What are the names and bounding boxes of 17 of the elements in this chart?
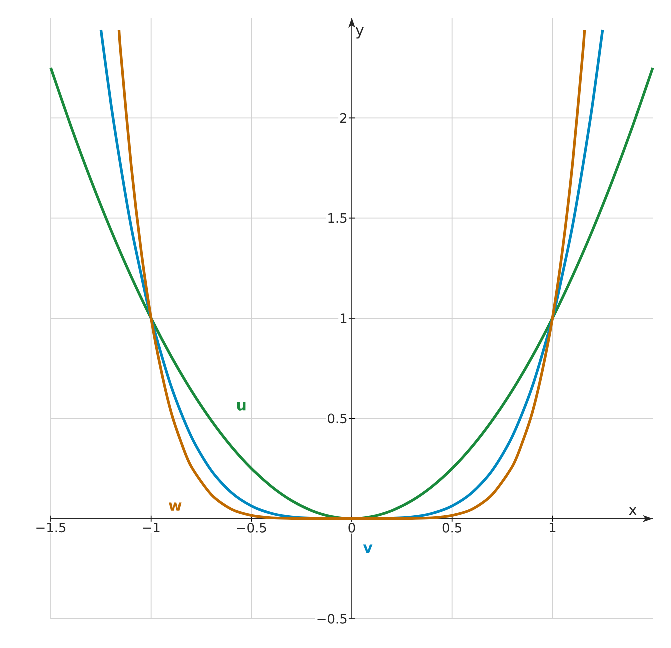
y-tick-label: 1.5: [328, 214, 347, 224]
y-tick-label: 2: [340, 113, 347, 123]
y-axis-title: y: [356, 28, 364, 39]
x-tick-label: 0: [348, 523, 356, 533]
series-label: v: [363, 544, 373, 553]
series-label: w: [169, 502, 182, 511]
x-tick-label: 0.5: [442, 523, 462, 533]
y-tick-label: 1: [341, 314, 347, 324]
x-tick-label: −0.5: [237, 523, 266, 533]
series-label: u: [237, 402, 246, 411]
y-tick-label: −0.5: [318, 614, 347, 624]
x-tick-label: −1: [143, 523, 160, 532]
x-axis-title: x: [629, 507, 637, 516]
y-tick-label: 0.5: [328, 414, 347, 424]
x-tick-label: 1: [550, 523, 556, 532]
x-tick-label: −1.5: [36, 523, 66, 533]
line-series: [50, 66, 654, 520]
